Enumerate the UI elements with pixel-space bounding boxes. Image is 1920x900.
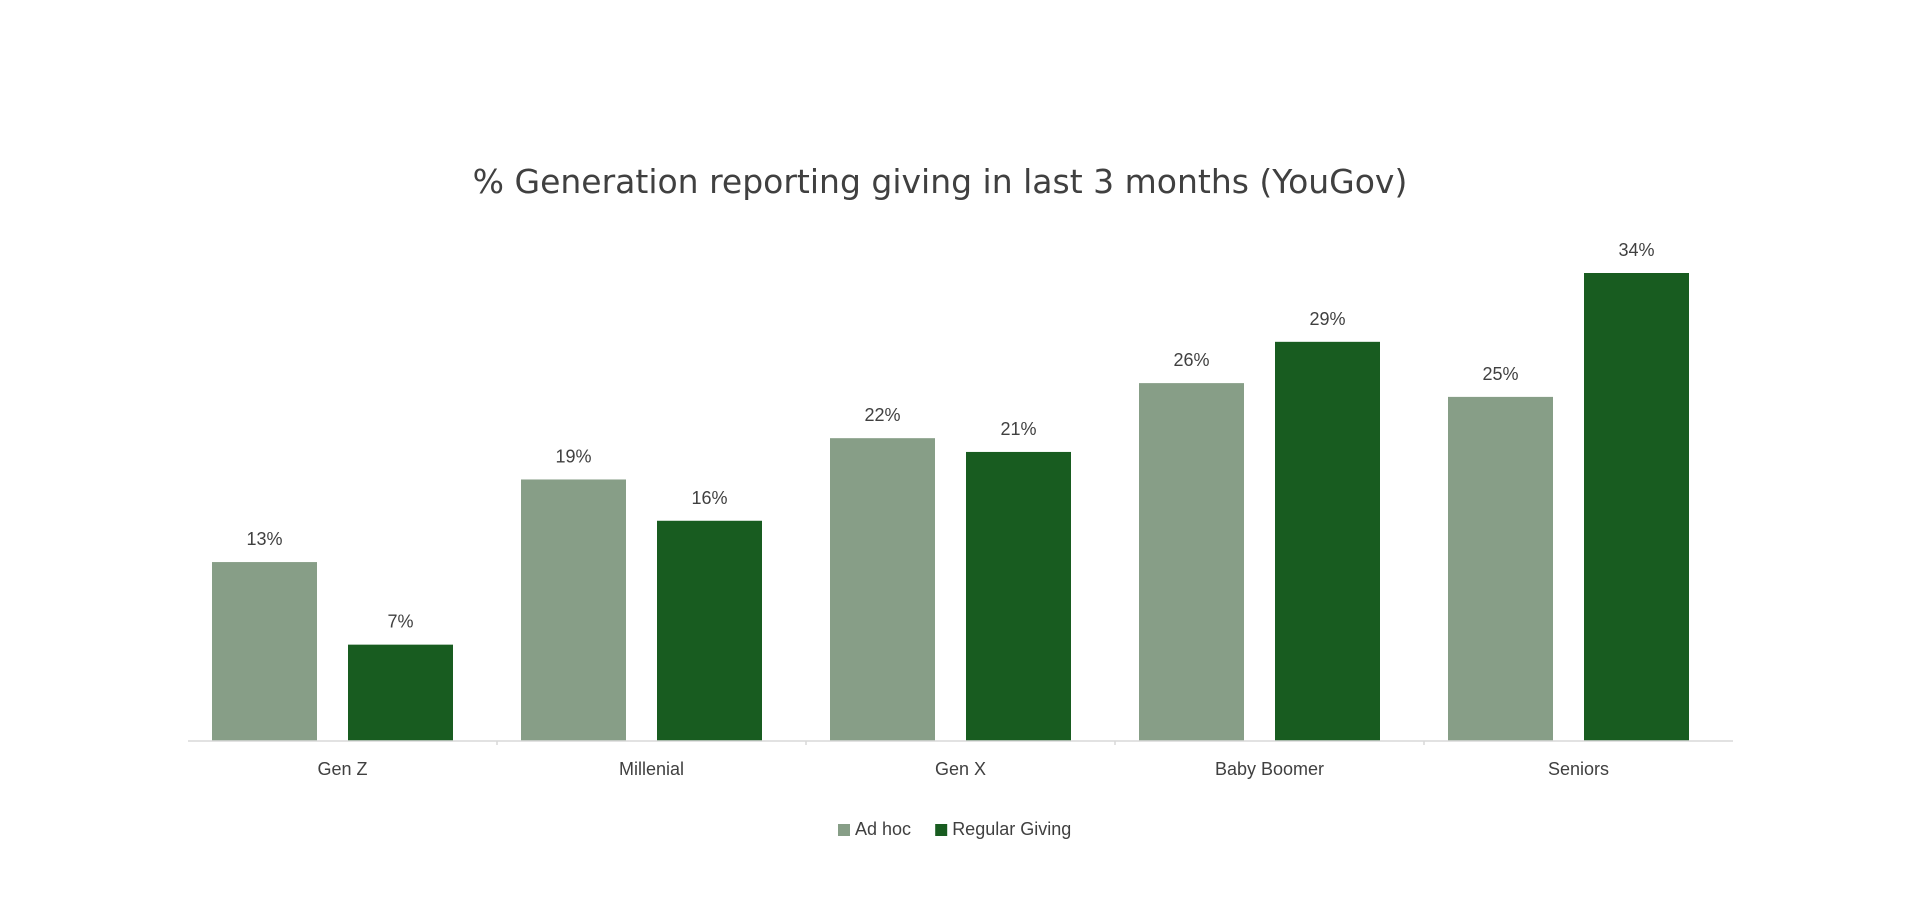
- data-label-ad-hoc-gen-x: 22%: [864, 405, 900, 425]
- legend-swatch-ad-hoc: [838, 824, 850, 836]
- data-label-regular-giving-seniors: 34%: [1618, 240, 1654, 260]
- bar-ad-hoc-seniors: [1448, 396, 1553, 741]
- chart-title: % Generation reporting giving in last 3 …: [473, 162, 1408, 201]
- legend-swatch-regular-giving: [935, 824, 948, 836]
- bars-layer: [212, 273, 1689, 741]
- x-tick-label-millenial: Millenial: [619, 759, 684, 779]
- bar-ad-hoc-gen-x: [830, 438, 935, 741]
- bar-regular-giving-baby-boomer: [1275, 341, 1380, 741]
- legend-label-ad-hoc: Ad hoc: [855, 819, 911, 839]
- bar-regular-giving-seniors: [1584, 273, 1689, 741]
- bar-ad-hoc-baby-boomer: [1139, 383, 1244, 741]
- data-label-ad-hoc-baby-boomer: 26%: [1173, 350, 1209, 370]
- data-label-regular-giving-baby-boomer: 29%: [1309, 309, 1345, 329]
- bar-ad-hoc-gen-z: [212, 562, 317, 741]
- data-label-regular-giving-millenial: 16%: [691, 488, 727, 508]
- data-label-regular-giving-gen-x: 21%: [1000, 419, 1036, 439]
- legend-label-regular-giving: Regular Giving: [952, 819, 1071, 839]
- data-label-ad-hoc-gen-z: 13%: [246, 529, 282, 549]
- x-tick-label-gen-x: Gen X: [935, 759, 986, 779]
- data-label-ad-hoc-seniors: 25%: [1482, 364, 1518, 384]
- data-labels-layer: 13% 7% 19% 16% 22% 21% 26% 29% 25% 34%: [246, 240, 1654, 632]
- legend: Ad hoc Regular Giving: [838, 819, 1071, 839]
- bar-ad-hoc-millenial: [521, 479, 626, 741]
- data-label-regular-giving-gen-z: 7%: [387, 612, 413, 632]
- bar-regular-giving-gen-z: [348, 644, 453, 741]
- x-axis-ticks: Gen Z Millenial Gen X Baby Boomer Seniors: [317, 741, 1609, 779]
- x-tick-label-gen-z: Gen Z: [317, 759, 367, 779]
- bar-regular-giving-millenial: [657, 520, 762, 741]
- x-tick-label-baby-boomer: Baby Boomer: [1215, 759, 1324, 779]
- bar-regular-giving-gen-x: [966, 451, 1071, 741]
- data-label-ad-hoc-millenial: 19%: [555, 446, 591, 466]
- x-tick-label-seniors: Seniors: [1548, 759, 1609, 779]
